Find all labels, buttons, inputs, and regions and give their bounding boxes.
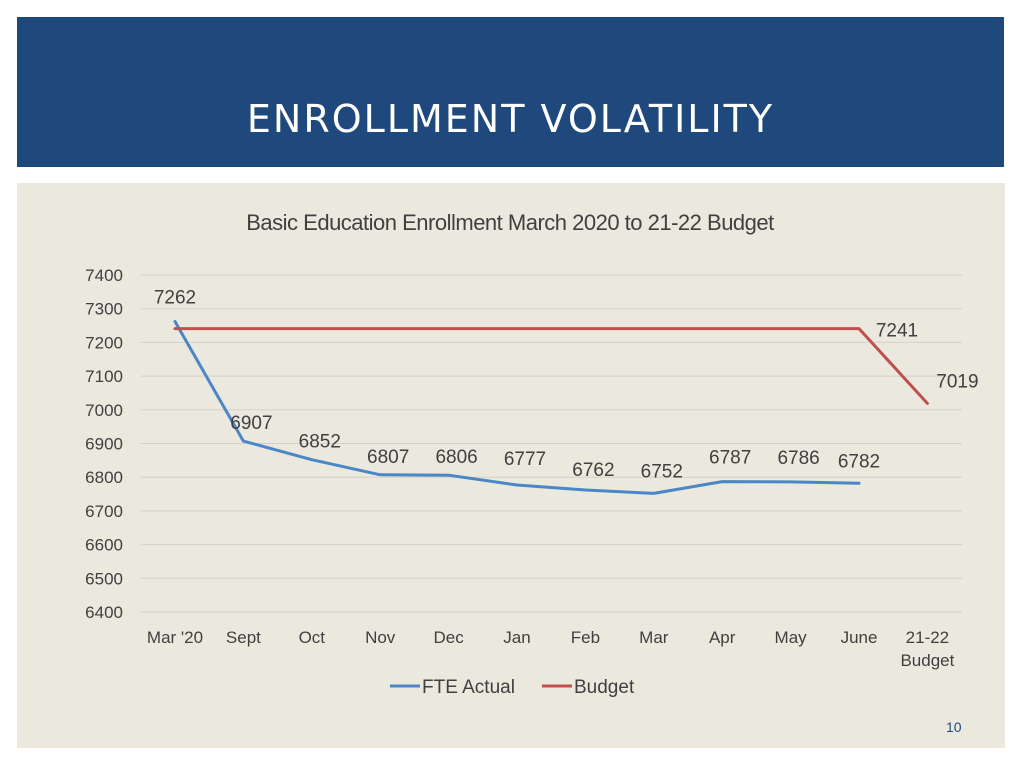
y-tick-label: 7000 [85, 401, 123, 420]
data-label: 6807 [367, 447, 409, 468]
data-label: 6762 [572, 460, 614, 481]
y-tick-label: 7300 [85, 300, 123, 319]
y-tick-label: 6600 [85, 536, 123, 555]
x-tick-label: Oct [299, 628, 326, 647]
data-label: 6786 [777, 448, 819, 469]
y-tick-label: 6500 [85, 569, 123, 588]
y-tick-label: 7100 [85, 367, 123, 386]
data-label: 6907 [230, 413, 272, 434]
x-tick-label: Mar '20 [147, 628, 203, 647]
chart-panel [17, 183, 1005, 748]
x-tick-label: Apr [709, 628, 736, 647]
y-tick-label: 7400 [85, 266, 123, 285]
chart-title: Basic Education Enrollment March 2020 to… [246, 210, 774, 235]
y-tick-label: 7200 [85, 333, 123, 352]
x-tick-label: Budget [900, 651, 954, 670]
x-tick-label: Dec [433, 628, 464, 647]
x-tick-label: Feb [571, 628, 600, 647]
y-tick-label: 6900 [85, 435, 123, 454]
data-label: 6787 [709, 448, 751, 469]
slide-header: ENROLLMENT VOLATILITY [17, 17, 1004, 167]
legend-label: FTE Actual [422, 677, 515, 698]
data-label: 7262 [154, 288, 196, 309]
series-line-fte-actual [173, 320, 861, 495]
data-label: 7019 [936, 371, 978, 392]
x-tick-label: Jan [503, 628, 530, 647]
data-label: 6852 [299, 432, 341, 453]
page-number: 10 [946, 719, 962, 735]
data-label: 6777 [504, 449, 546, 470]
legend-label: Budget [574, 677, 635, 698]
slide-title: ENROLLMENT VOLATILITY [246, 97, 775, 141]
data-label: 6752 [641, 461, 683, 482]
data-label: 7241 [876, 321, 918, 342]
x-tick-label: May [775, 628, 808, 647]
x-tick-label: Sept [226, 628, 261, 647]
y-tick-label: 6800 [85, 468, 123, 487]
data-label: 6806 [435, 447, 477, 468]
y-tick-label: 6700 [85, 502, 123, 521]
y-tick-label: 6400 [85, 603, 123, 622]
x-tick-label: Nov [365, 628, 396, 647]
x-tick-label: Mar [639, 628, 669, 647]
x-tick-label: 21-22 [906, 628, 949, 647]
data-label: 6782 [838, 451, 880, 472]
x-tick-label: June [841, 628, 878, 647]
series-line-budget [173, 327, 929, 405]
